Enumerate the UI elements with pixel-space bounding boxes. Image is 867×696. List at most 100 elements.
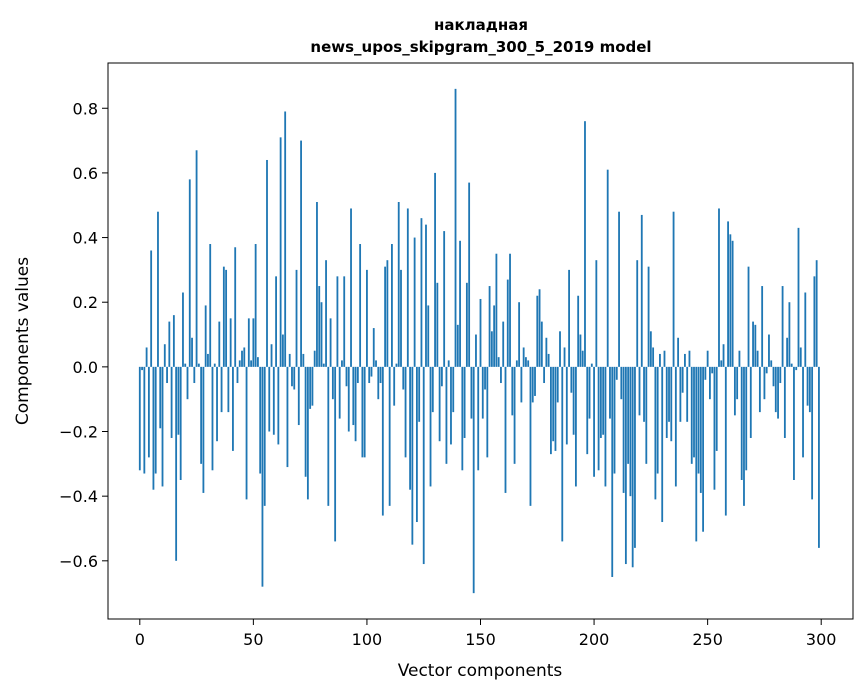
bar (702, 366, 704, 532)
bar (520, 366, 523, 403)
bar (522, 347, 525, 367)
bar (511, 366, 514, 416)
bar (711, 366, 714, 374)
y-tick-label: 0.2 (73, 293, 98, 312)
bar (272, 366, 275, 435)
bar (677, 337, 680, 367)
bar (220, 366, 223, 413)
bar (552, 366, 555, 442)
bar (697, 366, 700, 474)
bar (790, 363, 793, 367)
bar (588, 366, 591, 419)
bar (213, 363, 216, 367)
bar (525, 357, 527, 367)
bar (574, 366, 577, 487)
bar (372, 328, 375, 367)
bar (486, 366, 489, 458)
y-tick-label: 0.4 (73, 229, 98, 248)
bar (459, 240, 461, 367)
bar (422, 366, 425, 565)
bar (804, 292, 807, 367)
bar (306, 366, 309, 500)
bar (668, 366, 670, 422)
bar (636, 260, 639, 367)
bar (200, 366, 203, 464)
bar (556, 366, 559, 403)
bar (761, 286, 764, 367)
bar (731, 240, 734, 367)
bar (313, 350, 316, 367)
bar (802, 366, 804, 458)
bar (531, 366, 534, 403)
bar (186, 366, 189, 400)
bar (788, 302, 791, 367)
bar (627, 366, 630, 464)
bar (204, 305, 207, 367)
bar (568, 269, 570, 367)
bar (254, 244, 257, 367)
bar (350, 208, 352, 367)
bar (343, 276, 346, 367)
bar (413, 237, 416, 367)
bar (638, 366, 641, 416)
bar (168, 321, 171, 367)
bar (461, 366, 464, 471)
bar (681, 366, 684, 393)
bar (288, 353, 291, 367)
bar (749, 366, 752, 438)
bar (161, 366, 164, 487)
bar (316, 202, 318, 367)
bar (656, 366, 659, 474)
bar (250, 360, 253, 367)
bar (150, 250, 153, 367)
bar (747, 266, 750, 367)
bar (727, 221, 729, 367)
bar (704, 366, 707, 380)
bar (672, 211, 675, 367)
bar (484, 366, 486, 390)
bar (593, 366, 595, 477)
bar (406, 208, 409, 367)
bar (781, 286, 784, 367)
bar (393, 366, 396, 406)
bar (584, 121, 586, 367)
bar (529, 366, 532, 506)
bar (663, 350, 666, 367)
bar (370, 366, 373, 377)
bar (738, 350, 741, 367)
plot-frame (107, 62, 854, 620)
y-tick-label: −0.2 (59, 423, 98, 442)
bar (770, 360, 773, 367)
bar (216, 366, 218, 442)
bar (436, 282, 439, 367)
bar (454, 88, 457, 367)
bar (154, 366, 157, 474)
bar (581, 350, 584, 367)
x-tick-label: 0 (135, 630, 145, 649)
bar (320, 302, 323, 367)
bar (195, 150, 198, 367)
x-axis-label: Vector components (398, 661, 563, 681)
bar (341, 360, 343, 367)
bar (665, 366, 668, 438)
bar (325, 260, 327, 367)
bar (229, 318, 232, 367)
bar (427, 305, 430, 367)
bar (468, 182, 471, 367)
bar (699, 366, 702, 493)
bar (327, 366, 330, 506)
bar (579, 334, 582, 367)
bar (618, 211, 620, 367)
bar (352, 366, 355, 426)
bar (293, 366, 296, 390)
bar (793, 366, 795, 480)
bar (758, 366, 761, 413)
bar (715, 366, 718, 451)
bar (281, 334, 284, 367)
bar (706, 350, 709, 367)
bar (366, 269, 368, 367)
bar (197, 363, 200, 367)
bar (279, 137, 282, 367)
bar (729, 234, 732, 367)
y-tick-label: −0.6 (59, 552, 98, 571)
